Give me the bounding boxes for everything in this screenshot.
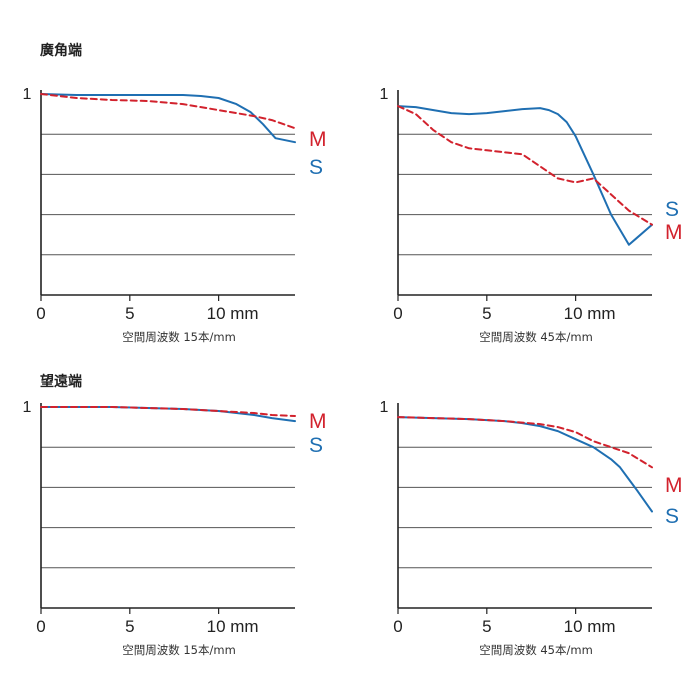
- chart-1-series-m-line: [40, 93, 296, 130]
- chart-2-series-s-line: [397, 105, 653, 246]
- chart-4-legend-s: S: [665, 505, 679, 528]
- section-title-tele: 望遠端: [40, 374, 82, 390]
- chart-4-x-tick-label-1: 0: [393, 617, 402, 636]
- chart-3-y-tick-label: 1: [23, 399, 32, 416]
- chart-4-series-s-line: [397, 416, 653, 513]
- section-title-wide: 廣角端: [40, 43, 82, 59]
- chart-1-series-s-line: [40, 93, 296, 144]
- chart-3-x-tick-label-2: 5: [125, 617, 134, 636]
- chart-2-legend-m: M: [665, 221, 683, 244]
- chart-2-series-m-line: [397, 105, 653, 226]
- chart-1-x-tick-label-3: 10 mm: [207, 304, 259, 323]
- chart-1-x-tick-label-1: 0: [36, 304, 45, 323]
- chart-3-x-axis-label: 空間周波数 15本/mm: [122, 643, 236, 657]
- chart-1-legend-s: S: [309, 156, 323, 179]
- chart-1-x-axis-label: 空間周波数 15本/mm: [122, 330, 236, 344]
- chart-4-series-m-line: [397, 416, 653, 469]
- chart-3-series-m-line: [40, 406, 296, 417]
- chart-3-legend-m: M: [309, 410, 327, 433]
- chart-2-legend-s: S: [665, 198, 679, 221]
- chart-1-x-tick-label-2: 5: [125, 304, 134, 323]
- chart-2-x-tick-label-1: 0: [393, 304, 402, 323]
- chart-1-y-tick-label: 1: [23, 86, 32, 103]
- chart-1-legend-m: M: [309, 128, 327, 151]
- chart-3-x-tick-label-3: 10 mm: [207, 617, 259, 636]
- chart-2-x-axis-label: 空間周波数 45本/mm: [479, 330, 593, 344]
- chart-2-x-tick-label-2: 5: [482, 304, 491, 323]
- chart-4-x-axis-label: 空間周波数 45本/mm: [479, 643, 593, 657]
- chart-3-x-tick-label-1: 0: [36, 617, 45, 636]
- chart-4-x-tick-label-3: 10 mm: [564, 617, 616, 636]
- chart-2-x-tick-label-3: 10 mm: [564, 304, 616, 323]
- chart-3-legend-s: S: [309, 434, 323, 457]
- chart-2-y-tick-label: 1: [380, 86, 389, 103]
- chart-4-y-tick-label: 1: [380, 399, 389, 416]
- chart-4-x-tick-label-2: 5: [482, 617, 491, 636]
- chart-4-legend-m: M: [665, 474, 683, 497]
